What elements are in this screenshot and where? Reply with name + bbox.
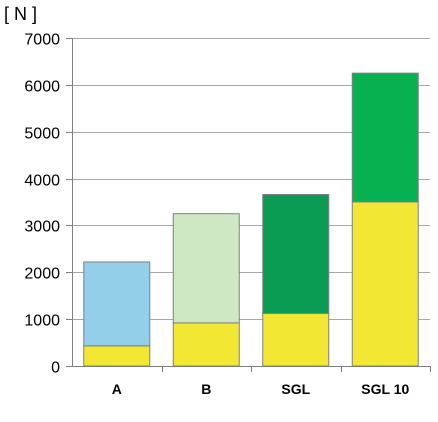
bar-segment-sgl-10-1 — [351, 72, 419, 203]
y-tick-label: 7000 — [24, 32, 60, 49]
y-tick-label: 0 — [51, 360, 60, 377]
bar-segment-sgl-0 — [262, 313, 330, 367]
bar-segment-a-1 — [83, 261, 151, 347]
y-tick-label: 1000 — [24, 313, 60, 330]
axes — [66, 38, 431, 372]
y-tick-label: 3000 — [24, 219, 60, 236]
y-tick-label: 5000 — [24, 126, 60, 143]
y-tick-labels: 0 1000 2000 3000 4000 5000 6000 7000 — [24, 32, 60, 377]
bars — [83, 72, 419, 367]
bar-segment-a-0 — [83, 345, 151, 367]
x-tick-label: A — [112, 381, 122, 397]
x-tick-label: SGL 10 — [361, 381, 409, 397]
y-tick-label: 6000 — [24, 79, 60, 96]
unit-label: [ N ] — [4, 4, 37, 24]
x-tick-label: SGL — [281, 381, 310, 397]
bar-segment-b-0 — [172, 322, 240, 367]
x-tick-labels: A B SGL SGL 10 — [112, 381, 410, 397]
y-tick-label: 4000 — [24, 173, 60, 190]
bar-segment-sgl-1 — [262, 194, 330, 315]
x-tick-label: B — [201, 381, 211, 397]
bar-segment-b-1 — [172, 213, 240, 324]
y-tick-label: 2000 — [24, 266, 60, 283]
bar-segment-sgl-10-0 — [351, 201, 419, 367]
